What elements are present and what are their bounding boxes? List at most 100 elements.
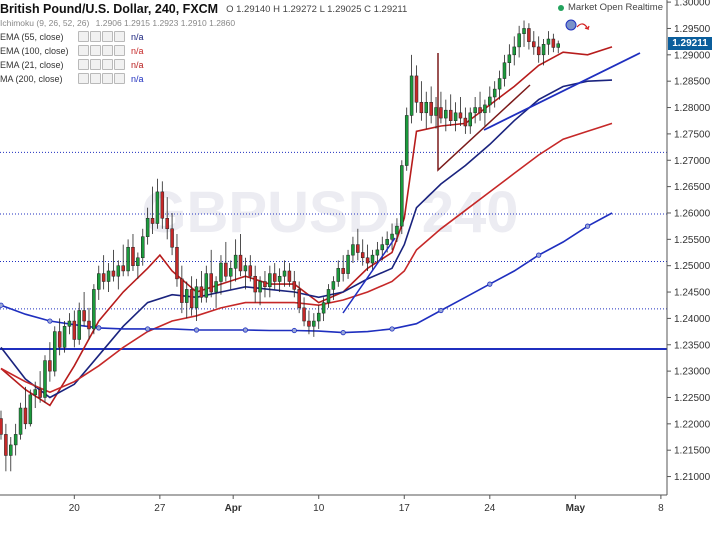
close-icon[interactable]: [114, 31, 125, 42]
ema21-label: EMA (21, close): [0, 59, 64, 70]
candle-body-90: [439, 107, 443, 119]
ema55-label: EMA (55, close): [0, 31, 64, 42]
candle-body-72: [351, 244, 355, 256]
candle-body-4: [18, 407, 23, 435]
candle-body-67: [326, 289, 331, 303]
price-tick-label-3: 1.28500: [674, 77, 711, 88]
candle-body-70: [341, 268, 345, 274]
visibility-icon[interactable]: [78, 59, 89, 70]
candle-body-114: [556, 43, 560, 48]
price-tick-label-9: 1.25500: [674, 235, 711, 246]
ma200-marker-10: [242, 327, 249, 333]
candle-body-86: [419, 102, 424, 114]
visibility-icon[interactable]: [78, 45, 89, 56]
candle-body-105: [512, 46, 516, 56]
candle-body-58: [282, 270, 287, 277]
ema100-value: n/a: [131, 45, 144, 56]
candle-body-22: [106, 270, 111, 282]
candle-body-50: [243, 265, 248, 272]
candle-body-35: [170, 228, 174, 248]
time-axis[interactable]: 20 27 Apr 10 17 24 May 8: [0, 494, 667, 514]
candle-body-18: [87, 320, 91, 330]
more-icon[interactable]: [102, 45, 113, 56]
candle-body-54: [263, 281, 267, 288]
ema21-controls[interactable]: [78, 59, 125, 70]
market-status-text: Market Open Realtime: [567, 2, 663, 13]
candle-body-45: [219, 262, 223, 282]
candle-body-62: [302, 307, 306, 322]
candle-body-0: [0, 418, 3, 435]
price-axis[interactable]: 1.30000 1.29500 1.29000 1.28500 1.28000 1.275…: [666, 0, 711, 495]
candle-body-74: [360, 252, 365, 259]
settings-icon[interactable]: [90, 45, 101, 56]
ma200-value: n/a: [131, 73, 144, 84]
ma200-marker-0: [0, 302, 4, 308]
candle-body-1: [4, 434, 8, 456]
candle-body-65: [316, 312, 321, 322]
ma-line-2: [0, 122, 613, 394]
rally-trendline: [342, 237, 396, 314]
ma200-controls[interactable]: [78, 73, 125, 84]
chart-header: British Pound/U.S. Dollar, 240, FXCM O 1…: [0, 0, 407, 18]
candle-body-9: [43, 360, 47, 398]
price-tick-label-17: 1.21500: [674, 446, 711, 457]
candle-body-68: [331, 281, 336, 290]
more-icon[interactable]: [102, 73, 113, 84]
candle-body-11: [53, 331, 57, 372]
candle-body-92: [448, 109, 453, 121]
candle-body-113: [551, 38, 556, 48]
visibility-icon[interactable]: [78, 31, 89, 42]
visibility-icon[interactable]: [78, 73, 89, 84]
ichimoku-legend[interactable]: Ichimoku (9, 26, 52, 26) 1.2906 1.2915 1…: [0, 18, 235, 28]
candle-body-102: [497, 78, 502, 90]
candle-body-61: [297, 289, 301, 309]
price-tick-label-13: 1.23500: [674, 340, 711, 351]
ema100-controls[interactable]: [78, 45, 125, 56]
candle-body-2: [9, 444, 13, 456]
close-icon[interactable]: [114, 73, 125, 84]
candle-body-13: [62, 326, 67, 348]
support-trendline: [483, 52, 641, 131]
legend-ma200[interactable]: MA (200, close) n/a: [0, 73, 144, 84]
ema55-controls[interactable]: [78, 31, 125, 42]
ma200-marker-18: [438, 307, 444, 314]
candlesticks: [0, 20, 560, 472]
candle-body-96: [468, 112, 473, 127]
candle-body-53: [258, 281, 262, 293]
ma200-marker-14: [340, 330, 346, 336]
price-tick-label-2: 1.29000: [674, 50, 711, 61]
legend-ema21[interactable]: EMA (21, close) n/a: [0, 59, 144, 70]
candle-body-98: [478, 107, 482, 114]
candle-body-66: [321, 302, 326, 314]
candle-body-71: [346, 254, 350, 274]
legend-ema100[interactable]: EMA (100, close) n/a: [0, 45, 144, 56]
time-tick-label-4: 17: [399, 503, 411, 514]
candle-body-57: [277, 275, 282, 282]
candle-body-37: [180, 278, 184, 303]
close-icon[interactable]: [114, 59, 125, 70]
ma200-label: MA (200, close): [0, 73, 63, 84]
candle-body-17: [82, 310, 86, 322]
more-icon[interactable]: [102, 31, 113, 42]
candle-body-84: [409, 75, 414, 116]
candle-body-110: [536, 46, 541, 56]
symbol-title: British Pound/U.S. Dollar, 240, FXCM: [0, 2, 219, 16]
settings-icon[interactable]: [90, 59, 101, 70]
candle-body-93: [453, 112, 458, 121]
trendline-drawings[interactable]: [342, 19, 641, 314]
candle-body-47: [228, 268, 233, 277]
candle-body-26: [126, 246, 130, 272]
candle-body-7: [33, 389, 37, 396]
settings-icon[interactable]: [90, 31, 101, 42]
candle-body-100: [488, 96, 492, 106]
price-tick-label-6: 1.27000: [674, 156, 711, 167]
more-icon[interactable]: [102, 59, 113, 70]
moving-average-lines: [0, 46, 613, 407]
settings-icon[interactable]: [90, 73, 101, 84]
candle-body-46: [224, 262, 228, 277]
legend-ema55[interactable]: EMA (55, close) n/a: [0, 31, 144, 42]
close-icon[interactable]: [114, 45, 125, 56]
reversal-arrow-icon: [576, 23, 590, 31]
candle-body-39: [189, 289, 194, 309]
